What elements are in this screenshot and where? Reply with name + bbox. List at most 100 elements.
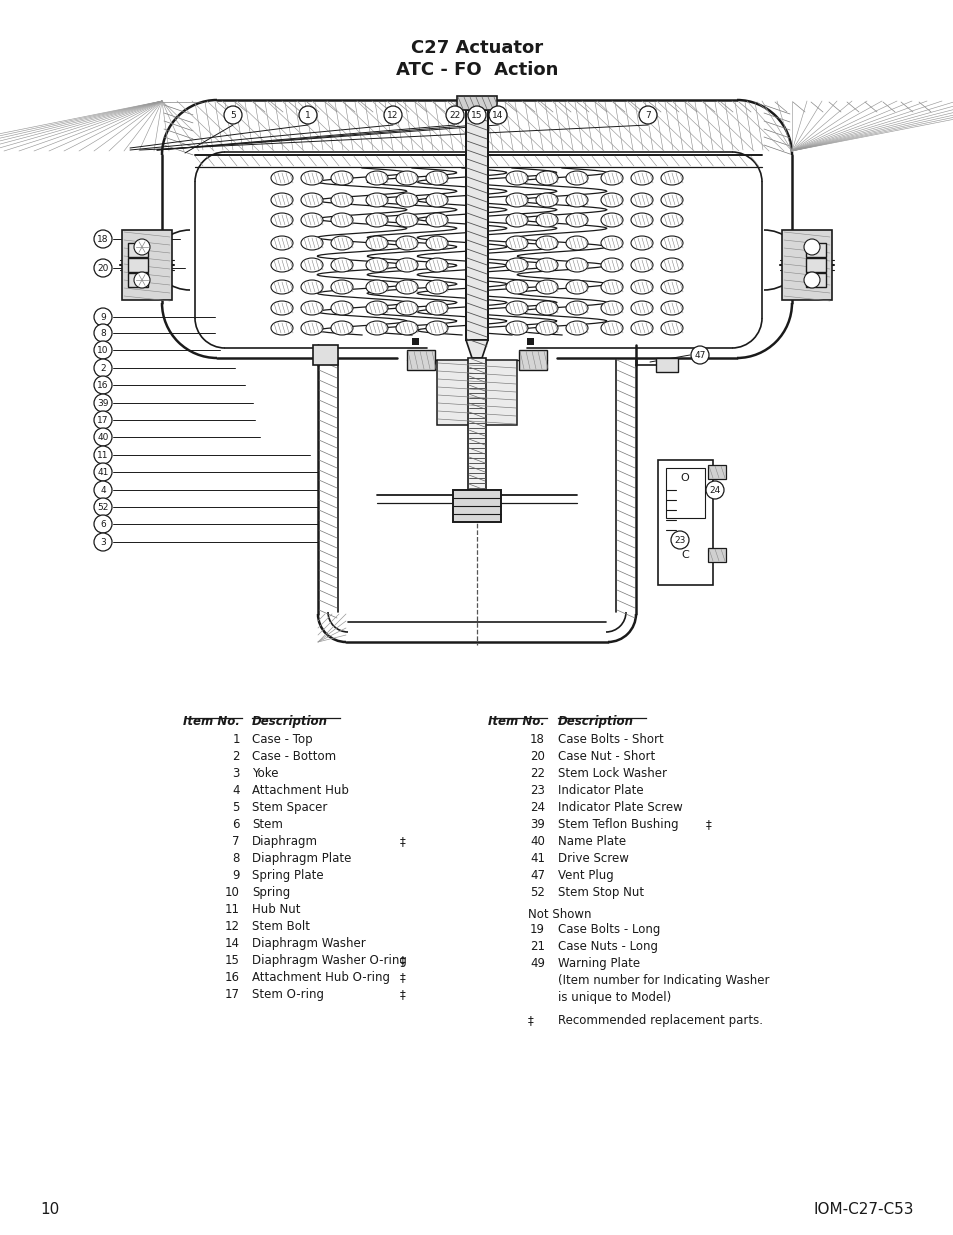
- Ellipse shape: [630, 280, 652, 294]
- Text: ATC - FO  Action: ATC - FO Action: [395, 61, 558, 79]
- Text: 17: 17: [97, 415, 109, 425]
- Ellipse shape: [536, 212, 558, 227]
- Text: 6: 6: [233, 818, 240, 831]
- Ellipse shape: [536, 258, 558, 272]
- Ellipse shape: [395, 236, 417, 249]
- Text: Stem: Stem: [252, 818, 283, 831]
- Ellipse shape: [331, 170, 353, 185]
- Ellipse shape: [366, 258, 388, 272]
- Polygon shape: [465, 340, 488, 358]
- Circle shape: [803, 240, 820, 254]
- Ellipse shape: [505, 236, 527, 249]
- Text: Not Shown: Not Shown: [527, 908, 591, 921]
- Text: Case Nut - Short: Case Nut - Short: [558, 750, 655, 763]
- Text: Case - Top: Case - Top: [252, 734, 313, 746]
- Ellipse shape: [366, 236, 388, 249]
- Circle shape: [384, 106, 401, 124]
- Ellipse shape: [536, 301, 558, 315]
- Ellipse shape: [395, 280, 417, 294]
- Text: ‡: ‡: [399, 835, 405, 848]
- Ellipse shape: [426, 170, 448, 185]
- Ellipse shape: [565, 236, 587, 249]
- Bar: [707, 466, 725, 479]
- Text: Stem O-ring: Stem O-ring: [252, 988, 324, 1002]
- Text: 10: 10: [40, 1203, 59, 1218]
- Text: Drive Screw: Drive Screw: [558, 852, 628, 864]
- Ellipse shape: [565, 170, 587, 185]
- Text: 14: 14: [225, 937, 240, 950]
- Ellipse shape: [660, 212, 682, 227]
- Ellipse shape: [565, 301, 587, 315]
- Ellipse shape: [331, 301, 353, 315]
- Ellipse shape: [600, 301, 622, 315]
- Circle shape: [94, 259, 112, 277]
- Ellipse shape: [630, 258, 652, 272]
- Ellipse shape: [505, 321, 527, 335]
- Text: Stem Spacer: Stem Spacer: [252, 802, 327, 814]
- Circle shape: [94, 411, 112, 429]
- Text: 3: 3: [100, 537, 106, 547]
- Text: 22: 22: [530, 767, 544, 781]
- Bar: [412, 338, 418, 345]
- Ellipse shape: [271, 321, 293, 335]
- Ellipse shape: [505, 193, 527, 207]
- Bar: [456, 96, 497, 110]
- Ellipse shape: [301, 236, 323, 249]
- Ellipse shape: [331, 280, 353, 294]
- Text: O: O: [679, 473, 689, 483]
- Ellipse shape: [536, 236, 558, 249]
- Bar: [526, 338, 534, 345]
- Circle shape: [94, 463, 112, 480]
- Text: 21: 21: [530, 940, 544, 953]
- Ellipse shape: [505, 301, 527, 315]
- Ellipse shape: [366, 193, 388, 207]
- Text: is unique to Model): is unique to Model): [558, 990, 671, 1004]
- Text: 40: 40: [97, 432, 109, 441]
- Text: ‡: ‡: [527, 1014, 533, 1028]
- Bar: [518, 350, 546, 370]
- Text: Attachment Hub O-ring: Attachment Hub O-ring: [252, 971, 390, 984]
- Ellipse shape: [301, 321, 323, 335]
- Circle shape: [94, 324, 112, 342]
- Ellipse shape: [395, 193, 417, 207]
- Text: Hub Nut: Hub Nut: [252, 903, 300, 916]
- Text: 16: 16: [225, 971, 240, 984]
- Circle shape: [94, 480, 112, 499]
- Polygon shape: [781, 230, 831, 300]
- Text: Warning Plate: Warning Plate: [558, 957, 639, 969]
- Text: Case Bolts - Short: Case Bolts - Short: [558, 734, 663, 746]
- Ellipse shape: [271, 236, 293, 249]
- Text: Vent Plug: Vent Plug: [558, 869, 613, 882]
- Ellipse shape: [301, 301, 323, 315]
- Bar: [656, 358, 678, 372]
- Ellipse shape: [600, 236, 622, 249]
- Circle shape: [94, 394, 112, 412]
- Text: Item No.: Item No.: [183, 715, 240, 727]
- Bar: [128, 243, 148, 257]
- Text: Stem Stop Nut: Stem Stop Nut: [558, 885, 643, 899]
- Ellipse shape: [660, 321, 682, 335]
- Text: 15: 15: [471, 110, 482, 120]
- Text: Spring: Spring: [252, 885, 290, 899]
- Text: 39: 39: [97, 399, 109, 408]
- Ellipse shape: [600, 258, 622, 272]
- Bar: [665, 468, 704, 517]
- Ellipse shape: [505, 170, 527, 185]
- Text: 19: 19: [530, 923, 544, 936]
- Text: 12: 12: [225, 920, 240, 932]
- Ellipse shape: [331, 193, 353, 207]
- Ellipse shape: [505, 258, 527, 272]
- Bar: [453, 490, 500, 522]
- Text: 52: 52: [97, 503, 109, 511]
- Ellipse shape: [660, 236, 682, 249]
- Ellipse shape: [505, 280, 527, 294]
- Text: 24: 24: [709, 485, 720, 494]
- Ellipse shape: [395, 301, 417, 315]
- Text: 1: 1: [305, 110, 311, 120]
- Circle shape: [803, 272, 820, 288]
- Text: Case - Bottom: Case - Bottom: [252, 750, 335, 763]
- Circle shape: [94, 341, 112, 359]
- Circle shape: [670, 531, 688, 550]
- Text: Diaphragm Washer: Diaphragm Washer: [252, 937, 365, 950]
- Polygon shape: [122, 230, 172, 300]
